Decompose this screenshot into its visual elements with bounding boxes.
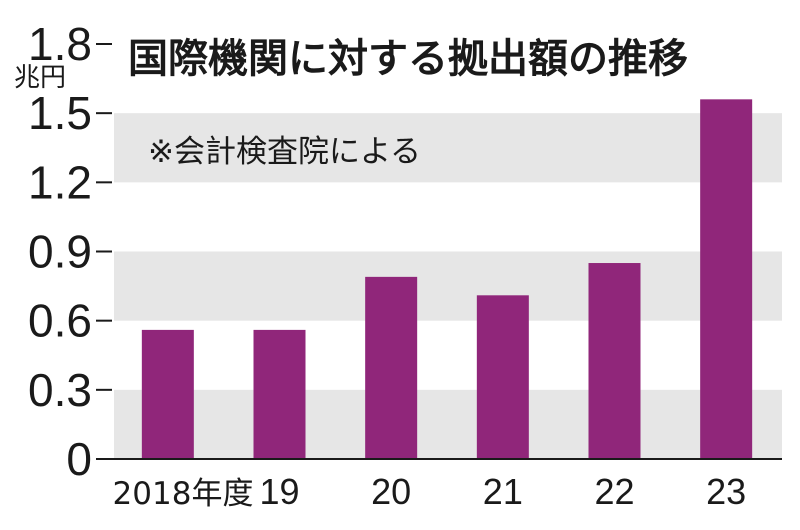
bar-2 — [365, 276, 418, 459]
bar-5 — [700, 99, 753, 459]
x-axis-labels: 2018年度 19 20 21 22 23 — [113, 471, 747, 512]
source-note: ※会計検査院による — [148, 134, 421, 170]
chart-title: 国際機関に対する拠出額の推移 — [128, 36, 688, 82]
x-tick-label: 19 — [259, 471, 299, 512]
bar-3 — [476, 295, 529, 459]
x-tick-label: 22 — [594, 471, 634, 512]
x-tick-label: 2018年度 — [113, 476, 254, 512]
bar-0 — [141, 329, 194, 459]
y-tick-label: 1.5 — [28, 87, 92, 139]
y-tick-label: 0.9 — [28, 226, 92, 278]
x-tick-label: 23 — [706, 471, 746, 512]
band-4 — [114, 113, 782, 183]
y-tick-label: 0 — [66, 433, 92, 485]
x-tick-label: 21 — [483, 471, 523, 512]
bar-1 — [253, 329, 306, 459]
background-bands — [114, 113, 782, 459]
bars — [141, 99, 753, 459]
y-tick-label: 0.3 — [28, 364, 92, 416]
y-tick-label: 0.6 — [28, 295, 92, 347]
y-tick-label: 1.8 — [28, 18, 92, 70]
band-2 — [114, 251, 782, 321]
band-0 — [114, 389, 782, 459]
y-unit-label: 兆円 — [14, 63, 66, 93]
y-tick-label: 1.2 — [28, 156, 92, 208]
bar-4 — [588, 263, 641, 459]
y-axis-ticks: 0 0.3 0.6 0.9 1.2 1.5 1.8 — [28, 18, 112, 485]
x-tick-label: 20 — [371, 471, 411, 512]
